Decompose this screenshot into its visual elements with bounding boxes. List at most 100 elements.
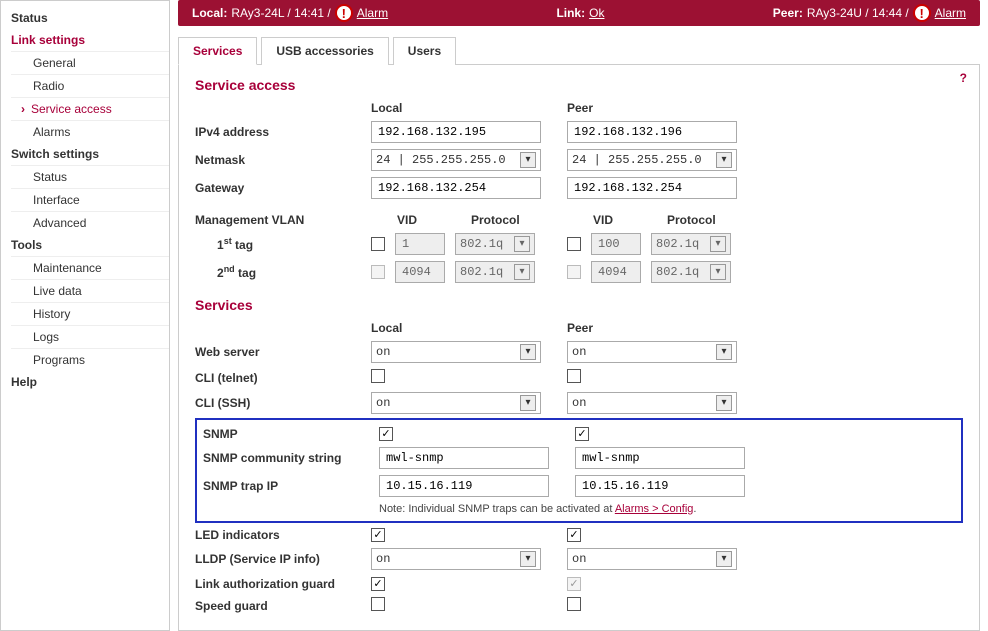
select-netmask-local[interactable]: 24 | 255.255.255.0▾: [371, 149, 541, 171]
label-lldp: LLDP (Service IP info): [195, 552, 365, 566]
alarm-icon[interactable]: !: [913, 4, 931, 22]
main-content: Local: RAy3-24L / 14:41 / ! Alarm Link: …: [170, 0, 988, 631]
input-ipv4-peer[interactable]: [567, 121, 737, 143]
chevron-down-icon: ▾: [716, 344, 732, 360]
col-hdr-local: Local: [371, 321, 561, 335]
chk-auth-local[interactable]: [371, 577, 385, 591]
label-led: LED indicators: [195, 528, 365, 542]
tab-services[interactable]: Services: [178, 37, 257, 65]
hdr-vid: VID: [593, 213, 657, 227]
panel-services: ? Service access Local Peer IPv4 address…: [178, 65, 980, 631]
band-link-status[interactable]: Ok: [589, 6, 604, 20]
select-web-peer[interactable]: on▾: [567, 341, 737, 363]
chevron-down-icon: ▾: [710, 236, 726, 252]
nav-section-link-settings[interactable]: Link settings: [1, 29, 169, 51]
nav-item-programs[interactable]: Programs: [11, 348, 169, 371]
col-hdr-local: Local: [371, 101, 561, 115]
nav-item-general[interactable]: General: [11, 51, 169, 74]
chk-telnet-local[interactable]: [371, 369, 385, 383]
chevron-down-icon: ▾: [520, 152, 536, 168]
nav-section-switch-settings[interactable]: Switch settings: [1, 143, 169, 165]
chk-tag2-local: [371, 265, 385, 279]
nav-item-switch-status[interactable]: Status: [11, 165, 169, 188]
select-tag2-proto-local: 802.1q▾: [455, 261, 535, 283]
chk-speed-peer[interactable]: [567, 597, 581, 611]
nav-item-logs[interactable]: Logs: [11, 325, 169, 348]
label-tag1: 1st tag: [195, 236, 365, 252]
input-tag1-vid-peer[interactable]: [591, 233, 641, 255]
select-web-local[interactable]: on▾: [371, 341, 541, 363]
nav-section-status[interactable]: Status: [1, 7, 169, 29]
chk-speed-local[interactable]: [371, 597, 385, 611]
select-tag1-proto-local[interactable]: 802.1q▾: [455, 233, 535, 255]
label-speed-guard: Speed guard: [195, 599, 365, 613]
snmp-highlight-box: SNMP SNMP community string SNMP trap IP …: [195, 418, 963, 523]
chk-snmp-peer[interactable]: [575, 427, 589, 441]
chk-tag1-local[interactable]: [371, 237, 385, 251]
nav-item-advanced[interactable]: Advanced: [11, 211, 169, 234]
label-snmp-trap: SNMP trap IP: [203, 479, 373, 493]
select-ssh-local[interactable]: on▾: [371, 392, 541, 414]
alarm-icon[interactable]: !: [335, 4, 353, 22]
label-netmask: Netmask: [195, 153, 365, 167]
chevron-down-icon: ▾: [520, 551, 536, 567]
band-peer-alarm-link[interactable]: Alarm: [935, 6, 966, 20]
tab-bar: Services USB accessories Users: [178, 36, 980, 65]
label-snmp: SNMP: [203, 427, 373, 441]
select-tag1-proto-peer[interactable]: 802.1q▾: [651, 233, 731, 255]
section-title-access: Service access: [195, 77, 963, 93]
col-hdr-peer: Peer: [567, 101, 757, 115]
hdr-proto: Protocol: [471, 213, 520, 227]
input-gateway-local[interactable]: [371, 177, 541, 199]
chevron-down-icon: ▾: [514, 264, 530, 280]
nav-section-help[interactable]: Help: [1, 371, 169, 393]
nav-item-alarms[interactable]: Alarms: [11, 120, 169, 143]
help-icon[interactable]: ?: [960, 71, 967, 85]
nav-item-history[interactable]: History: [11, 302, 169, 325]
chevron-down-icon: ▾: [514, 236, 530, 252]
band-peer-value: RAy3-24U / 14:44 /: [807, 6, 909, 20]
input-tag1-vid-local[interactable]: [395, 233, 445, 255]
input-snmp-trap-peer[interactable]: [575, 475, 745, 497]
chk-tag1-peer[interactable]: [567, 237, 581, 251]
chk-telnet-peer[interactable]: [567, 369, 581, 383]
nav-item-service-access[interactable]: Service access: [11, 97, 169, 120]
label-mgmt-vlan: Management VLAN: [195, 213, 365, 227]
nav-item-interface[interactable]: Interface: [11, 188, 169, 211]
band-local-alarm-link[interactable]: Alarm: [357, 6, 388, 20]
input-snmp-community-local[interactable]: [379, 447, 549, 469]
label-ssh: CLI (SSH): [195, 396, 365, 410]
input-ipv4-local[interactable]: [371, 121, 541, 143]
select-lldp-peer[interactable]: on▾: [567, 548, 737, 570]
label-snmp-community: SNMP community string: [203, 451, 373, 465]
status-band: Local: RAy3-24L / 14:41 / ! Alarm Link: …: [178, 0, 980, 26]
chevron-down-icon: ▾: [716, 152, 732, 168]
chevron-down-icon: ▾: [520, 344, 536, 360]
label-web: Web server: [195, 345, 365, 359]
nav-item-live-data[interactable]: Live data: [11, 279, 169, 302]
input-snmp-community-peer[interactable]: [575, 447, 745, 469]
band-peer-label: Peer:: [773, 6, 803, 20]
select-ssh-peer[interactable]: on▾: [567, 392, 737, 414]
label-gateway: Gateway: [195, 181, 365, 195]
chk-snmp-local[interactable]: [379, 427, 393, 441]
nav-section-tools[interactable]: Tools: [1, 234, 169, 256]
band-link-label: Link:: [556, 6, 585, 20]
sidebar: Status Link settings General Radio Servi…: [0, 0, 170, 631]
select-lldp-local[interactable]: on▾: [371, 548, 541, 570]
hdr-vid: VID: [397, 213, 461, 227]
nav-item-radio[interactable]: Radio: [11, 74, 169, 97]
select-netmask-peer[interactable]: 24 | 255.255.255.0▾: [567, 149, 737, 171]
tab-usb-accessories[interactable]: USB accessories: [261, 37, 388, 65]
link-alarms-config[interactable]: Alarms > Config: [615, 503, 694, 515]
nav-item-maintenance[interactable]: Maintenance: [11, 256, 169, 279]
input-tag2-vid-peer: [591, 261, 641, 283]
chevron-down-icon: ▾: [716, 551, 732, 567]
select-tag2-proto-peer: 802.1q▾: [651, 261, 731, 283]
input-gateway-peer[interactable]: [567, 177, 737, 199]
chk-led-local[interactable]: [371, 528, 385, 542]
col-hdr-peer: Peer: [567, 321, 757, 335]
chk-led-peer[interactable]: [567, 528, 581, 542]
input-snmp-trap-local[interactable]: [379, 475, 549, 497]
tab-users[interactable]: Users: [393, 37, 456, 65]
